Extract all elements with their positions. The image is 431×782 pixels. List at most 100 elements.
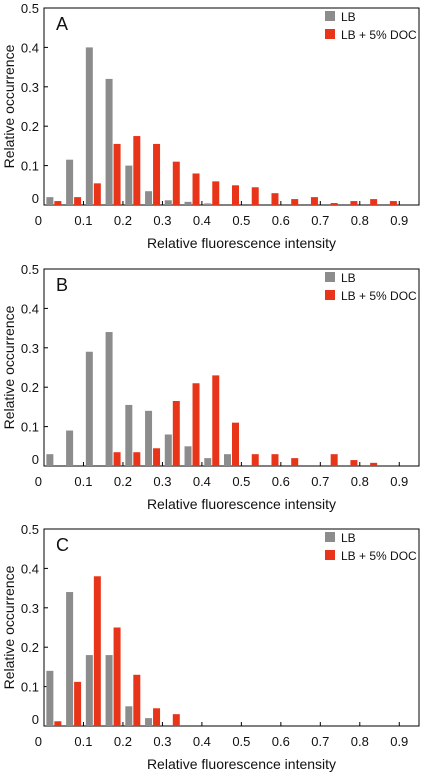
bar-lb-doc xyxy=(93,183,101,205)
bar-lb-doc xyxy=(113,143,121,205)
x-axis-label: Relative fluorescence intensity xyxy=(147,496,336,512)
x-tick-label: 0.1 xyxy=(74,734,92,749)
bar-lb-doc xyxy=(54,721,62,726)
bar-lb xyxy=(125,706,133,726)
bar-lb-doc xyxy=(54,201,62,205)
x-tick-label: 0.7 xyxy=(311,474,329,489)
x-axis-label: Relative fluorescence intensity xyxy=(147,756,336,772)
bar-lb xyxy=(85,655,93,726)
x-tick-label: 0.3 xyxy=(153,213,171,228)
legend-swatch xyxy=(325,532,335,542)
bar-lb xyxy=(125,404,133,466)
bar-lb-doc xyxy=(330,454,338,466)
bar-lb-doc xyxy=(192,173,200,205)
bar-lb-doc xyxy=(133,136,141,205)
bar-lb-doc xyxy=(251,187,259,205)
x-tick-label: 0.9 xyxy=(390,213,408,228)
bar-lb-doc xyxy=(172,400,180,466)
bar-lb-doc xyxy=(212,375,220,466)
x-axis-label: Relative fluorescence intensity xyxy=(147,235,336,251)
bar-lb-doc xyxy=(271,454,279,466)
chart-panel-a: 0 0.1 0.2 0.3 0.4 0.5 0 0.1 0.2 0.3 0.4 0.5 0.6 0.7 0.… xyxy=(1,1,420,251)
y-tick-label: 0.1 xyxy=(21,159,39,174)
x-tick-label: 0.6 xyxy=(272,213,290,228)
y-tick-label: 0.5 xyxy=(21,1,39,16)
bar-lb-doc xyxy=(370,462,378,466)
panel-letter: B xyxy=(56,275,68,295)
y-tick-label: 0.1 xyxy=(21,680,39,695)
y-tick-label: 0 xyxy=(32,712,39,727)
bar-lb xyxy=(85,47,93,206)
bar-lb xyxy=(164,200,172,205)
bar-lb-doc xyxy=(291,199,299,205)
bar-lb xyxy=(125,165,133,205)
x-tick-label: 0 xyxy=(35,734,42,749)
bar-lb-doc xyxy=(153,708,161,726)
legend-label: LB xyxy=(341,271,356,285)
bar-lb-doc xyxy=(172,161,180,205)
bar-lb xyxy=(204,458,212,466)
legend-swatch xyxy=(325,290,335,300)
x-tick-label: 0.3 xyxy=(153,734,171,749)
x-tick-label: 0.4 xyxy=(193,734,211,749)
bar-lb xyxy=(204,203,212,205)
bar-lb-doc xyxy=(271,193,279,205)
legend-swatch xyxy=(325,272,335,282)
x-tick-label: 0.9 xyxy=(390,734,408,749)
bar-lb-doc xyxy=(153,448,161,466)
bar-lb xyxy=(46,454,54,466)
legend-swatch xyxy=(325,550,335,560)
plot-frame xyxy=(43,7,420,206)
bar-lb-doc xyxy=(389,201,397,205)
bar-lb-doc xyxy=(172,714,180,726)
bar-lb xyxy=(46,197,54,205)
x-tick-label: 0 xyxy=(35,213,42,228)
y-tick-label: 0.2 xyxy=(21,119,39,134)
y-axis-label: Relative occurrence xyxy=(1,44,17,168)
bar-lb-doc xyxy=(350,201,358,205)
bar-lb xyxy=(184,446,192,466)
legend-label: LB xyxy=(341,10,356,24)
y-tick-label: 0.4 xyxy=(21,40,39,55)
bar-lb xyxy=(105,78,113,205)
x-tick-label: 0.1 xyxy=(74,474,92,489)
x-tick-label: 0.7 xyxy=(311,213,329,228)
y-tick-label: 0.4 xyxy=(21,561,39,576)
x-tick-label: 0.1 xyxy=(74,213,92,228)
bar-lb xyxy=(46,670,54,726)
y-tick-label: 0.2 xyxy=(21,640,39,655)
bar-lb xyxy=(66,159,74,205)
y-tick-label: 0.1 xyxy=(21,420,39,435)
bar-lb xyxy=(66,592,74,726)
bar-lb-doc xyxy=(251,454,259,466)
bar-lb-doc xyxy=(113,452,121,466)
bar-lb xyxy=(145,718,153,726)
x-tick-label: 0.8 xyxy=(351,474,369,489)
plot-frame xyxy=(43,528,420,727)
bar-lb-doc xyxy=(74,681,82,726)
bar-lb-doc xyxy=(133,452,141,466)
legend-swatch xyxy=(325,11,335,21)
y-tick-label: 0.3 xyxy=(21,341,39,356)
y-axis-label: Relative occurrence xyxy=(1,305,17,429)
bar-lb xyxy=(164,434,172,466)
chart-panel-c: 0 0.1 0.2 0.3 0.4 0.5 0 0.1 0.2 0.3 0.4 0.5 0.6 0.7 0.… xyxy=(1,522,420,772)
y-tick-label: 0 xyxy=(32,191,39,206)
bar-lb-doc xyxy=(113,627,121,726)
y-tick-label: 0.5 xyxy=(21,262,39,277)
bar-lb-doc xyxy=(232,422,239,466)
legend-label: LB + 5% DOC xyxy=(341,28,417,42)
bar-lb xyxy=(105,655,113,726)
bar-lb-doc xyxy=(370,199,378,205)
bar-lb-doc xyxy=(330,203,338,205)
x-tick-label: 0.8 xyxy=(351,734,369,749)
bar-lb-doc xyxy=(291,458,299,466)
bar-lb-doc xyxy=(133,674,141,726)
bar-lb xyxy=(66,430,74,466)
chart-panel-b: 0 0.1 0.2 0.3 0.4 0.5 0 0.1 0.2 0.3 0.4 0.5 0.6 0.7 0.… xyxy=(1,262,420,512)
x-tick-label: 0.4 xyxy=(193,474,211,489)
legend-label: LB xyxy=(341,531,356,545)
x-tick-label: 0.9 xyxy=(390,474,408,489)
bar-lb-doc xyxy=(212,181,220,205)
